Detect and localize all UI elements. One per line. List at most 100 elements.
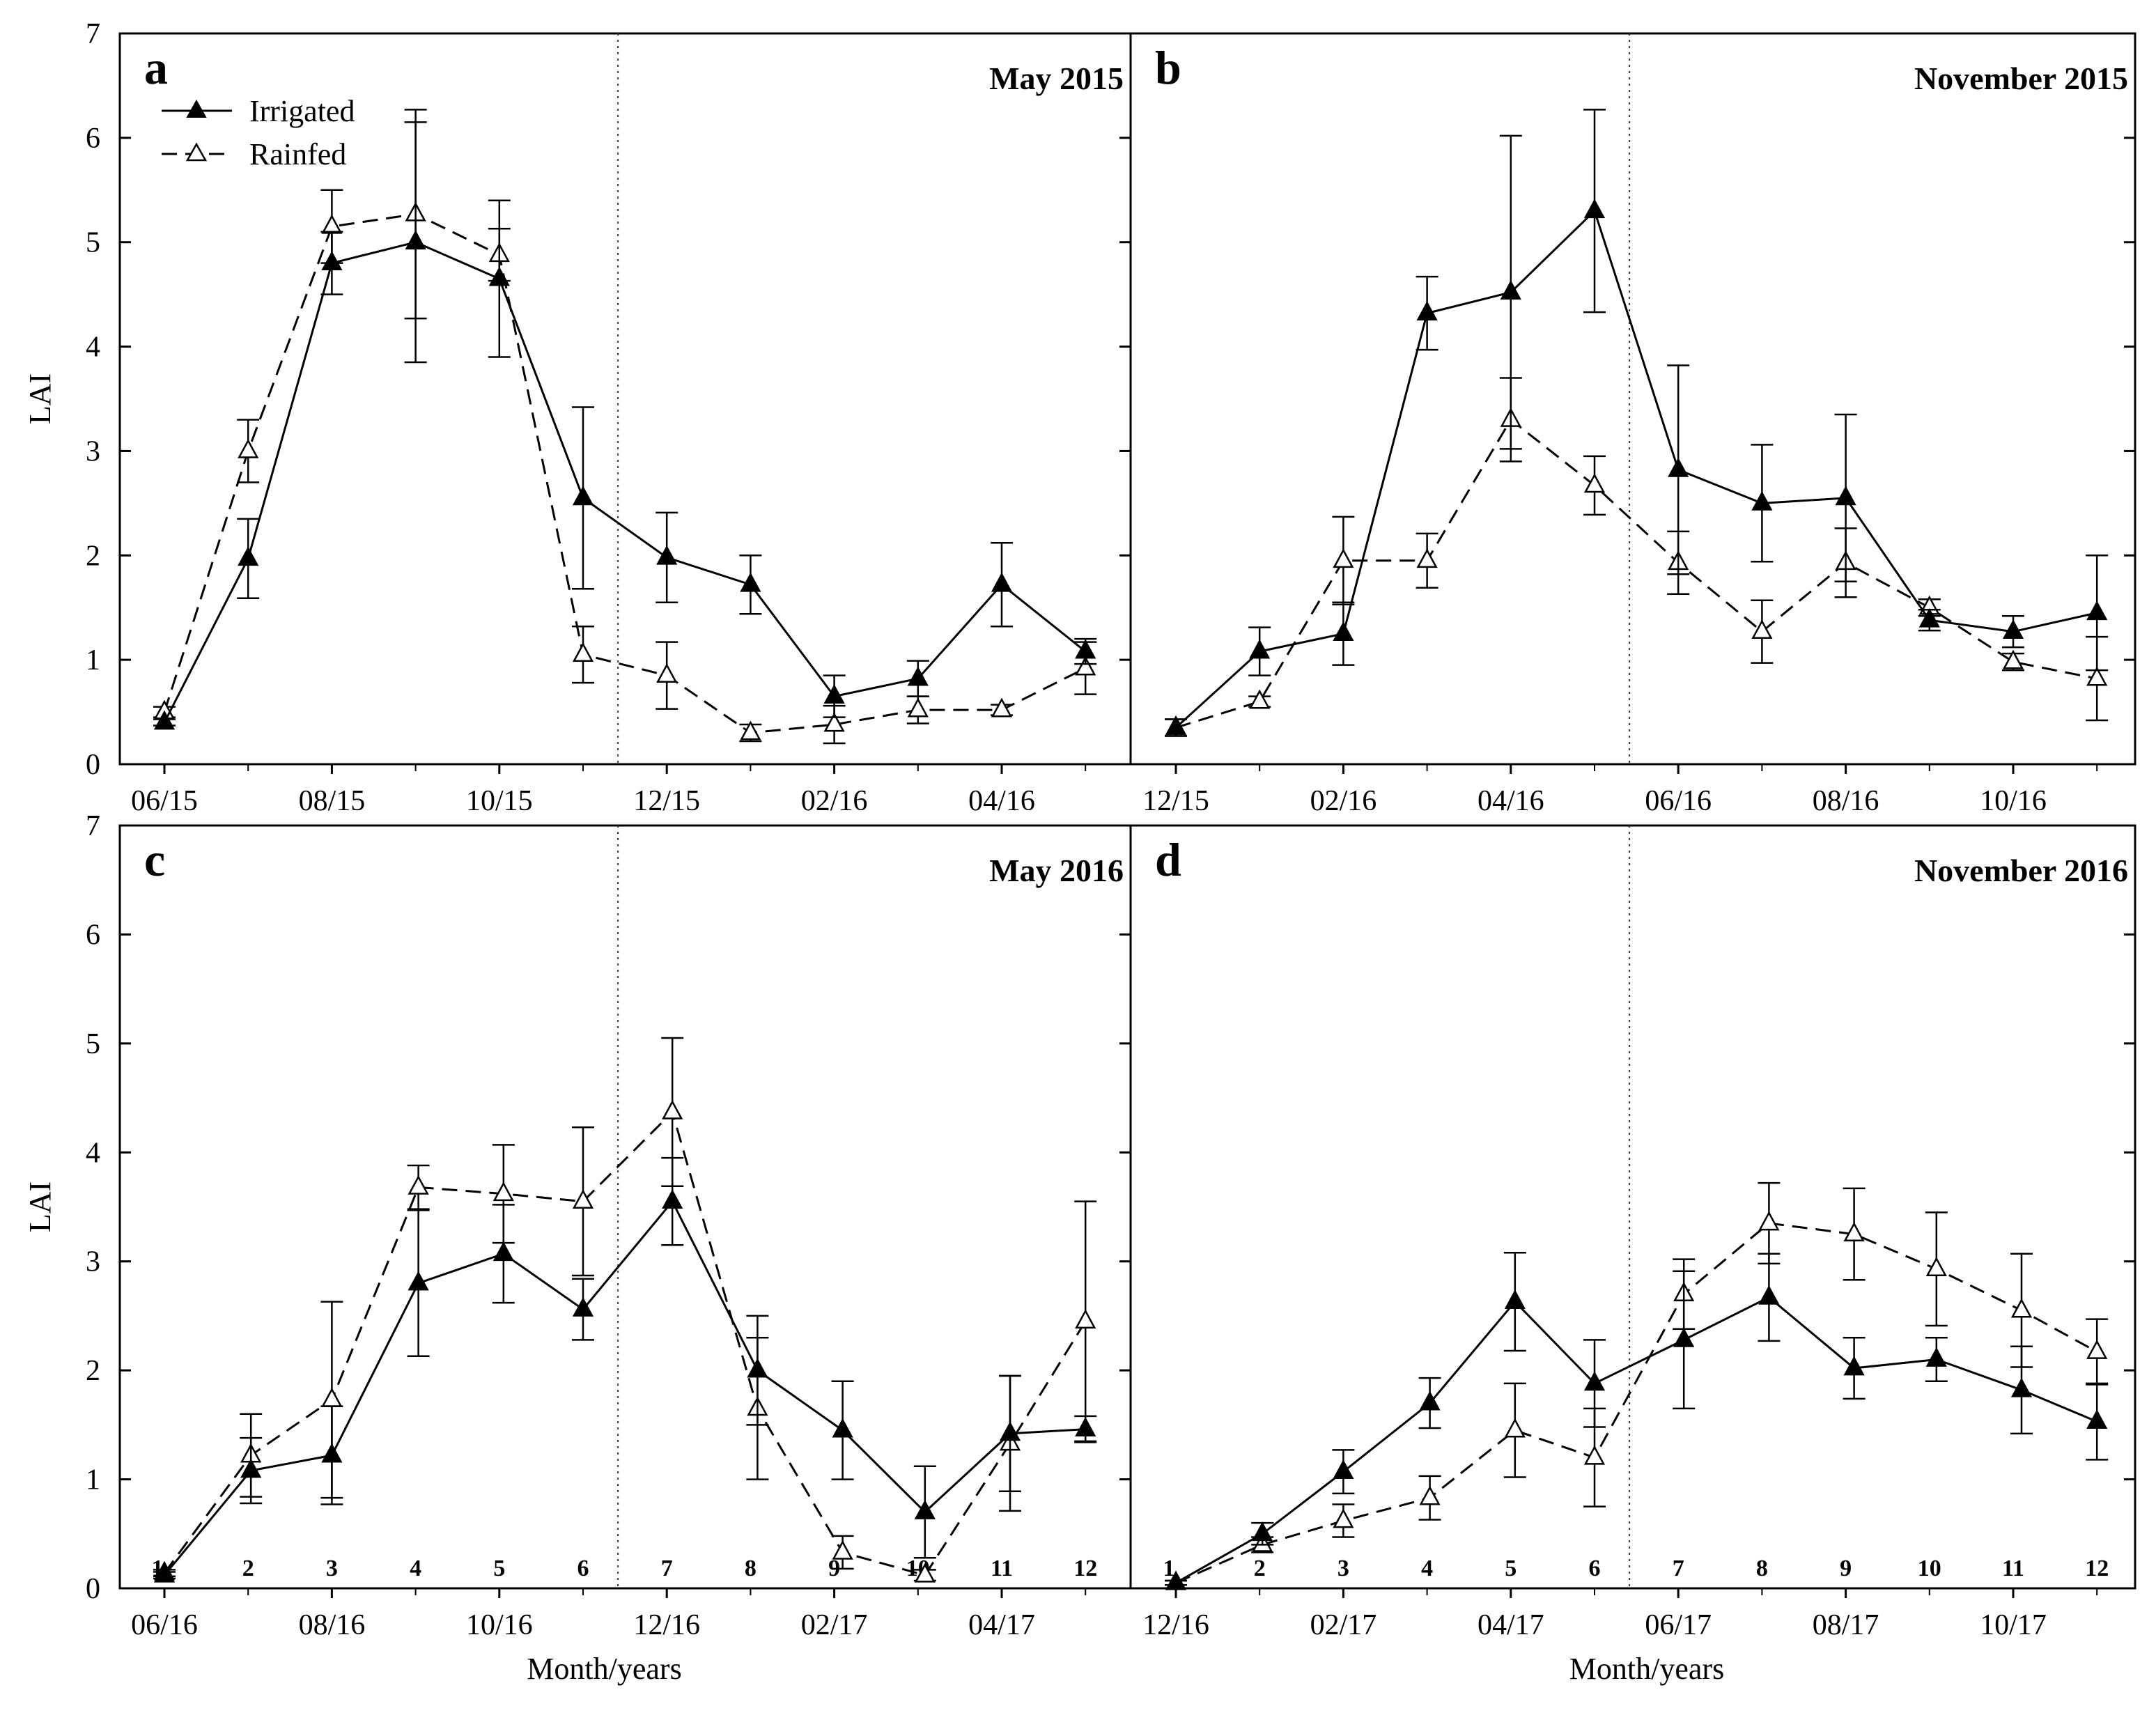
- rainfed-point: [740, 720, 761, 741]
- rainfed-point: [1333, 1508, 1354, 1528]
- irrigated-point: [572, 486, 594, 506]
- irrigated-point: [1419, 1390, 1441, 1411]
- irrigated-point: [1668, 457, 1689, 477]
- x-tick-label: 10/15: [466, 785, 533, 817]
- irrigated-point: [2010, 1377, 2033, 1397]
- irrigated-point: [1758, 1285, 1780, 1305]
- series-rainfed: [153, 109, 1097, 745]
- rainfed-point: [408, 1175, 429, 1195]
- x-tick-label: 12/16: [1142, 1609, 1209, 1641]
- rainfed-point: [572, 1189, 594, 1209]
- irrigated-point: [1252, 1521, 1273, 1542]
- rainfed-point: [662, 1099, 683, 1119]
- irrigated-point: [1416, 301, 1438, 320]
- irrigated-point: [999, 1421, 1021, 1441]
- y-tick-label: 2: [86, 540, 100, 572]
- rainfed-point: [2002, 649, 2024, 669]
- irrigated-point: [1333, 1459, 1354, 1479]
- x-tick-label: 10/16: [1980, 785, 2047, 817]
- rainfed-point: [321, 214, 343, 234]
- month-number: 3: [1337, 1556, 1349, 1581]
- rainfed-point: [1075, 1309, 1096, 1329]
- x-axis-label: Month/years: [527, 1652, 681, 1686]
- rainfed-point: [1925, 1257, 1947, 1277]
- x-tick-label: 08/16: [1813, 785, 1879, 817]
- rainfed-point: [2086, 1340, 2108, 1359]
- y-tick-label: 1: [86, 1464, 100, 1496]
- irrigated-point: [907, 666, 929, 686]
- x-tick-label: 02/17: [801, 1609, 868, 1641]
- x-tick-label: 02/17: [1310, 1609, 1377, 1641]
- irrigated-point: [321, 1443, 343, 1463]
- x-tick-label: 10/16: [466, 1609, 533, 1641]
- irrigated-point: [408, 1271, 429, 1291]
- irrigated-point: [1333, 621, 1354, 642]
- y-axis-label: LAI: [23, 373, 57, 424]
- irrigated-point: [2002, 619, 2024, 640]
- rainfed-point: [321, 1387, 343, 1407]
- irrigated-point: [2086, 1409, 2108, 1429]
- x-axis-label: Month/years: [1569, 1652, 1724, 1686]
- irrigated-point: [493, 1241, 514, 1262]
- x-tick-label: 04/17: [1478, 1609, 1544, 1641]
- rainfed-point: [991, 697, 1013, 718]
- x-tick-label: 06/16: [1645, 785, 1712, 817]
- x-tick-label: 08/15: [299, 785, 366, 817]
- irrigated-point: [1843, 1356, 1865, 1376]
- rainfed-point: [1504, 1418, 1526, 1438]
- x-tick-label: 08/16: [299, 1609, 366, 1641]
- plot-frame: [1129, 824, 2136, 1590]
- rainfed-point: [1583, 473, 1606, 493]
- irrigated-point: [740, 572, 761, 592]
- month-number: 4: [410, 1556, 421, 1581]
- panel-d: 12/16 02/17 04/17 06/17 08/17 10/17 d November …: [1119, 824, 2136, 1686]
- x-tick-label: 04/16: [968, 785, 1035, 817]
- irrigated-point: [1249, 639, 1271, 659]
- month-number: 1: [1163, 1556, 1175, 1581]
- y-tick-label: 6: [86, 919, 100, 951]
- month-number: 3: [326, 1556, 338, 1581]
- irrigated-point: [488, 266, 510, 286]
- panel-title: May 2016: [989, 853, 1124, 888]
- rainfed-point: [2010, 1298, 2033, 1318]
- x-tick-label: 12/15: [1142, 785, 1209, 817]
- month-number: 6: [577, 1556, 589, 1581]
- month-number: 2: [1254, 1556, 1266, 1581]
- month-number: 10: [1918, 1556, 1941, 1581]
- x-tick-label: 10/17: [1980, 1609, 2047, 1641]
- x-tick-label: 12/16: [633, 1609, 700, 1641]
- y-tick-label: 5: [86, 227, 100, 259]
- rainfed-point: [832, 1540, 853, 1560]
- rainfed-point: [823, 712, 845, 732]
- irrigated-point: [914, 1499, 936, 1519]
- month-number: 12: [2085, 1556, 2109, 1581]
- rainfed-point: [1416, 548, 1438, 568]
- irrigated-point: [747, 1358, 768, 1378]
- legend-rainfed-marker: [185, 142, 208, 162]
- month-number: 7: [661, 1556, 673, 1581]
- panel-letter: a: [144, 41, 168, 94]
- x-tick-label: 12/15: [633, 785, 700, 817]
- rainfed-point: [1419, 1485, 1441, 1505]
- x-tick-label: 06/17: [1645, 1609, 1712, 1641]
- month-number: 12: [1073, 1556, 1097, 1581]
- series-line: [163, 241, 1087, 723]
- irrigated-point: [1925, 1347, 1947, 1367]
- month-number: 5: [493, 1556, 505, 1581]
- month-number: 7: [1673, 1556, 1684, 1581]
- rainfed-point: [238, 438, 259, 458]
- rainfed-point: [914, 1563, 936, 1583]
- series-irrigated: [153, 1156, 1097, 1583]
- month-number: 2: [242, 1556, 254, 1581]
- irrigated-point: [321, 251, 343, 271]
- rainfed-point: [656, 663, 678, 683]
- panel-a: 0 1 2 3 4 5 6 7 06/15 08/15 10/15 12/15 02/16 04/16 a M…: [23, 18, 1132, 817]
- x-tick-label: 04/16: [1478, 785, 1544, 817]
- irrigated-point: [405, 230, 426, 250]
- irrigated-point: [1835, 486, 1856, 506]
- rainfed-point: [572, 642, 594, 662]
- irrigated-point: [238, 546, 259, 566]
- x-tick-label: 06/15: [131, 785, 198, 817]
- rainfed-point: [1075, 656, 1096, 676]
